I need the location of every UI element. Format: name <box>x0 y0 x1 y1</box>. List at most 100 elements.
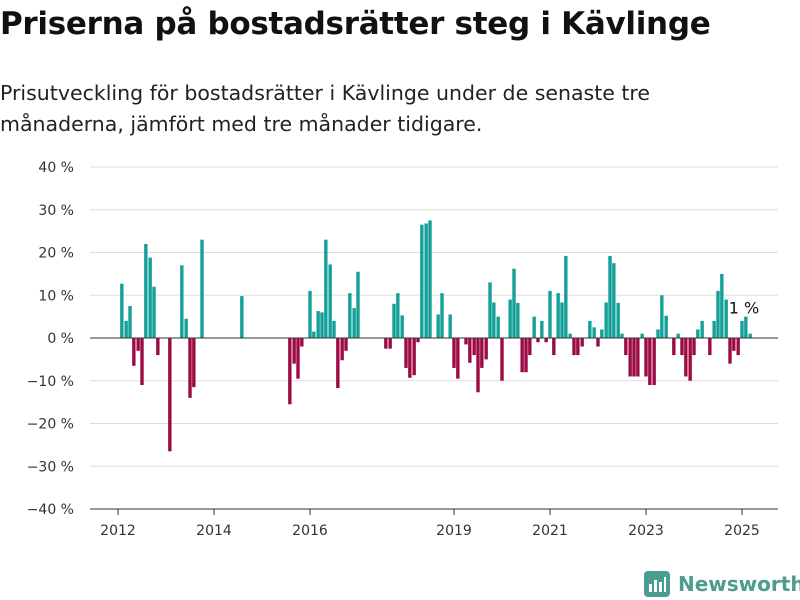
bar <box>144 243 148 338</box>
bar <box>476 338 480 393</box>
bar <box>340 338 344 361</box>
bar <box>332 320 336 338</box>
bar <box>708 338 712 356</box>
bar <box>324 239 328 338</box>
bar <box>748 333 752 338</box>
x-tick-label: 2012 <box>100 523 136 539</box>
bar <box>400 315 404 338</box>
bar <box>128 305 132 338</box>
brand-name: Newsworthy <box>678 572 800 596</box>
bar <box>320 312 324 338</box>
bar <box>640 333 644 338</box>
bar <box>484 338 488 360</box>
y-tick-label: −30 % <box>27 459 74 475</box>
bar <box>404 338 408 368</box>
bar <box>300 338 304 347</box>
bar <box>696 329 700 338</box>
bar <box>412 338 416 376</box>
bar <box>560 302 564 338</box>
x-tick-label: 2016 <box>292 523 328 539</box>
y-tick-label: −20 % <box>27 417 74 433</box>
x-axis-ticks: 2012 2014 2016 2019 2021 2023 2025 <box>100 509 760 539</box>
bar <box>296 338 300 379</box>
bar <box>508 299 512 338</box>
bar <box>288 338 292 405</box>
bar <box>136 338 140 351</box>
bar <box>452 338 456 368</box>
bar <box>120 283 124 338</box>
bar <box>628 338 632 377</box>
bar <box>200 239 204 338</box>
bar <box>608 255 612 338</box>
bar <box>716 290 720 338</box>
bar <box>168 338 172 452</box>
y-tick-label: 30 % <box>38 203 74 219</box>
bar <box>732 338 736 351</box>
chart-title: Priserna på bostadsrätter steg i Kävling… <box>0 6 711 42</box>
bar <box>720 273 724 338</box>
bar <box>600 329 604 338</box>
x-tick-label: 2023 <box>628 523 664 539</box>
bar <box>132 338 136 366</box>
bar <box>396 293 400 338</box>
bar <box>140 338 144 386</box>
bar <box>424 223 428 338</box>
bar <box>468 338 472 363</box>
bar <box>328 264 332 338</box>
bar <box>632 338 636 377</box>
bar <box>692 338 696 356</box>
bar <box>344 338 348 351</box>
bar <box>392 303 396 338</box>
bar <box>564 255 568 338</box>
bar <box>536 338 540 343</box>
bar <box>384 338 388 349</box>
bar <box>456 338 460 379</box>
y-tick-label: −10 % <box>27 374 74 390</box>
bar <box>188 338 192 398</box>
bar <box>672 338 676 356</box>
bar <box>440 293 444 338</box>
bar <box>336 338 340 389</box>
y-tick-label: 40 % <box>38 160 74 176</box>
bar <box>428 220 432 338</box>
bar <box>604 302 608 338</box>
bar <box>308 290 312 338</box>
bar <box>472 338 476 356</box>
bar <box>736 338 740 356</box>
chart-subtitle: Prisutveckling för bostadsrätter i Kävli… <box>0 81 651 136</box>
bar <box>596 338 600 347</box>
bar <box>520 338 524 373</box>
bar <box>680 338 684 356</box>
bar <box>700 320 704 338</box>
bar <box>572 338 576 356</box>
bar <box>124 320 128 338</box>
bar <box>636 338 640 377</box>
bar <box>152 286 156 338</box>
bar <box>448 314 452 338</box>
x-tick-label: 2021 <box>532 523 568 539</box>
bar <box>496 316 500 338</box>
y-tick-label: 10 % <box>38 288 74 304</box>
bar <box>688 338 692 381</box>
bar <box>588 320 592 338</box>
bar <box>660 295 664 338</box>
annotations: 1 % <box>729 299 759 318</box>
bar <box>420 224 424 338</box>
y-tick-label: 0 % <box>47 331 74 347</box>
bar <box>612 263 616 338</box>
x-axis <box>90 337 778 510</box>
bar <box>540 320 544 338</box>
bar <box>580 338 584 347</box>
bar <box>676 333 680 338</box>
bar <box>724 299 728 338</box>
x-tick-label: 2025 <box>724 523 760 539</box>
bar <box>616 302 620 338</box>
bar <box>644 338 648 377</box>
bar <box>576 338 580 356</box>
bar <box>316 311 320 338</box>
bar <box>312 331 316 338</box>
bar <box>664 315 668 338</box>
bars <box>120 220 752 452</box>
newsworthy-logo-icon <box>644 571 670 597</box>
bar <box>620 333 624 338</box>
